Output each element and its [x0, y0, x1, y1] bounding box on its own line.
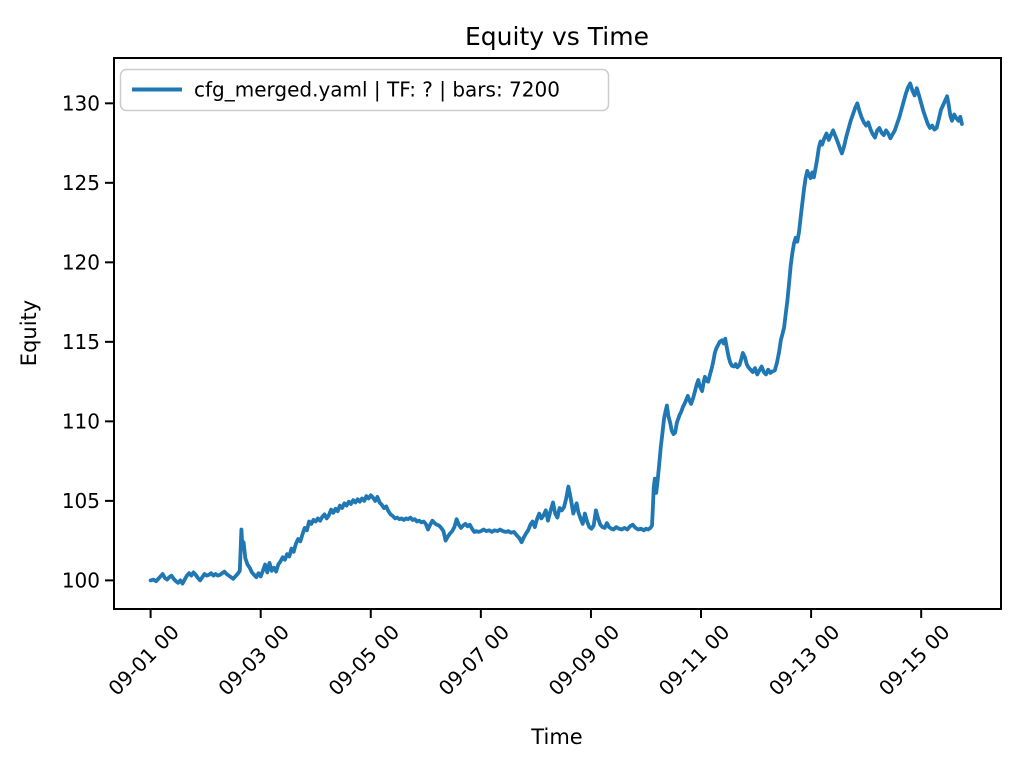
x-tick-label: 09-15 00 — [874, 620, 955, 701]
chart-title: Equity vs Time — [465, 22, 649, 51]
axes-spines — [113, 57, 1002, 610]
y-tick-label: 130 — [62, 91, 100, 115]
legend: cfg_merged.yaml | TF: ? | bars: 7200 — [119, 68, 610, 112]
legend-frame — [119, 68, 610, 112]
x-tick-label: 09-05 00 — [324, 620, 405, 701]
y-tick-label: 105 — [62, 489, 100, 513]
x-tick-label: 09-11 00 — [654, 620, 735, 701]
y-tick-label: 125 — [62, 171, 100, 195]
y-tick-label: 110 — [62, 409, 100, 433]
equity-line — [148, 81, 964, 586]
x-tick-label: 09-09 00 — [544, 620, 625, 701]
legend-entry-label: cfg_merged.yaml | TF: ? | bars: 7200 — [194, 78, 560, 102]
y-axis-ticks: 100 105 110 115 120 125 130 — [62, 91, 114, 592]
x-tick-label: 09-01 00 — [103, 620, 184, 701]
x-axis-ticks: 09-01 00 09-03 00 09-05 00 09-07 00 09-09 00… — [103, 609, 955, 701]
y-tick-label: 115 — [62, 330, 100, 354]
x-axis-label: Time — [530, 725, 582, 749]
y-axis-label: Equity — [17, 300, 41, 366]
y-tick-label: 120 — [62, 250, 100, 274]
y-tick-label: 100 — [62, 568, 100, 592]
plot-area — [114, 58, 1001, 609]
x-tick-label: 09-07 00 — [434, 620, 515, 701]
x-tick-label: 09-13 00 — [764, 620, 845, 701]
x-tick-label: 09-03 00 — [213, 620, 294, 701]
